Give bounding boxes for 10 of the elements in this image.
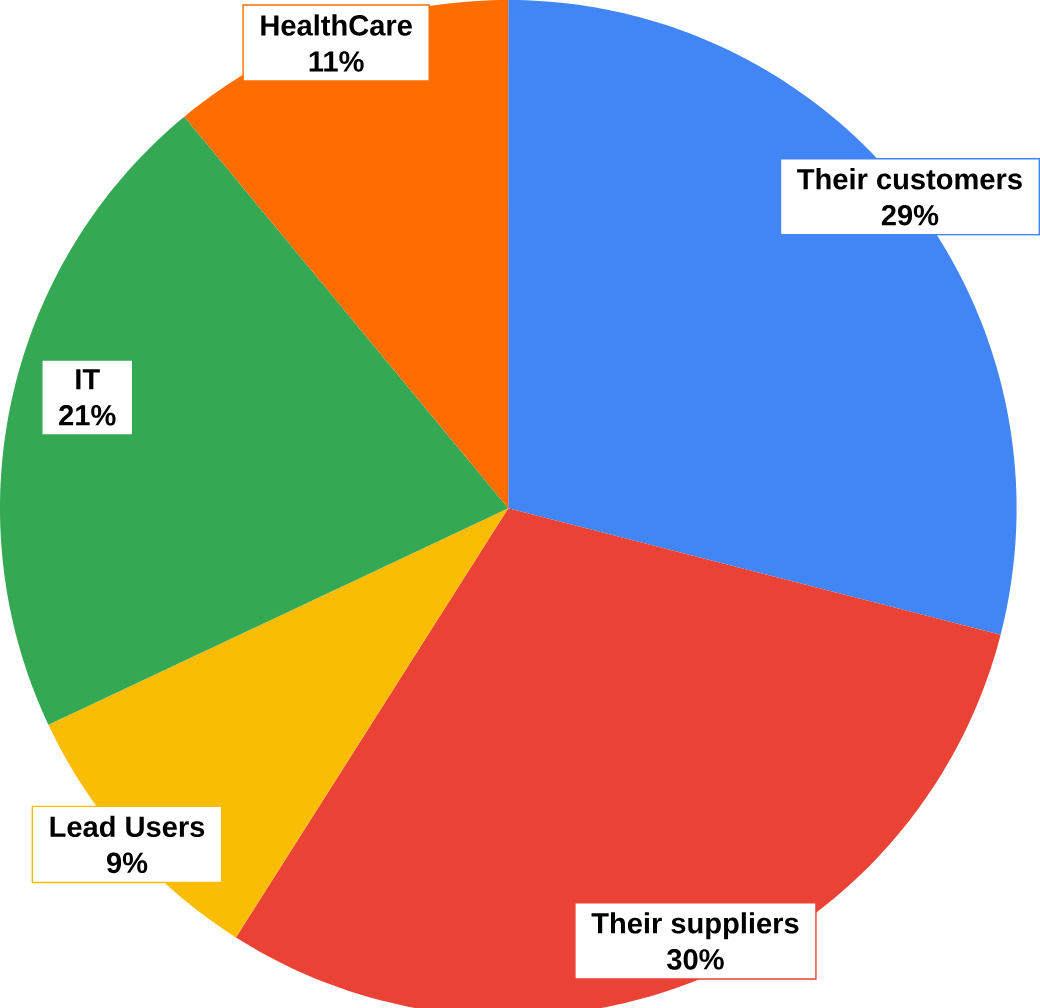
data-label: 9% [107, 852, 148, 873]
data-label: 11% [309, 51, 364, 72]
slice-label: Their customers [797, 167, 1022, 190]
data-label: 30% [667, 948, 724, 970]
slice-label: IT [76, 369, 100, 390]
slice-label: Lead Users [50, 815, 205, 837]
data-label: 29% [881, 204, 939, 226]
slice-label: HealthCare [261, 14, 412, 36]
data-label: 21% [59, 404, 116, 426]
slice-label: Their suppliers [591, 912, 799, 940]
